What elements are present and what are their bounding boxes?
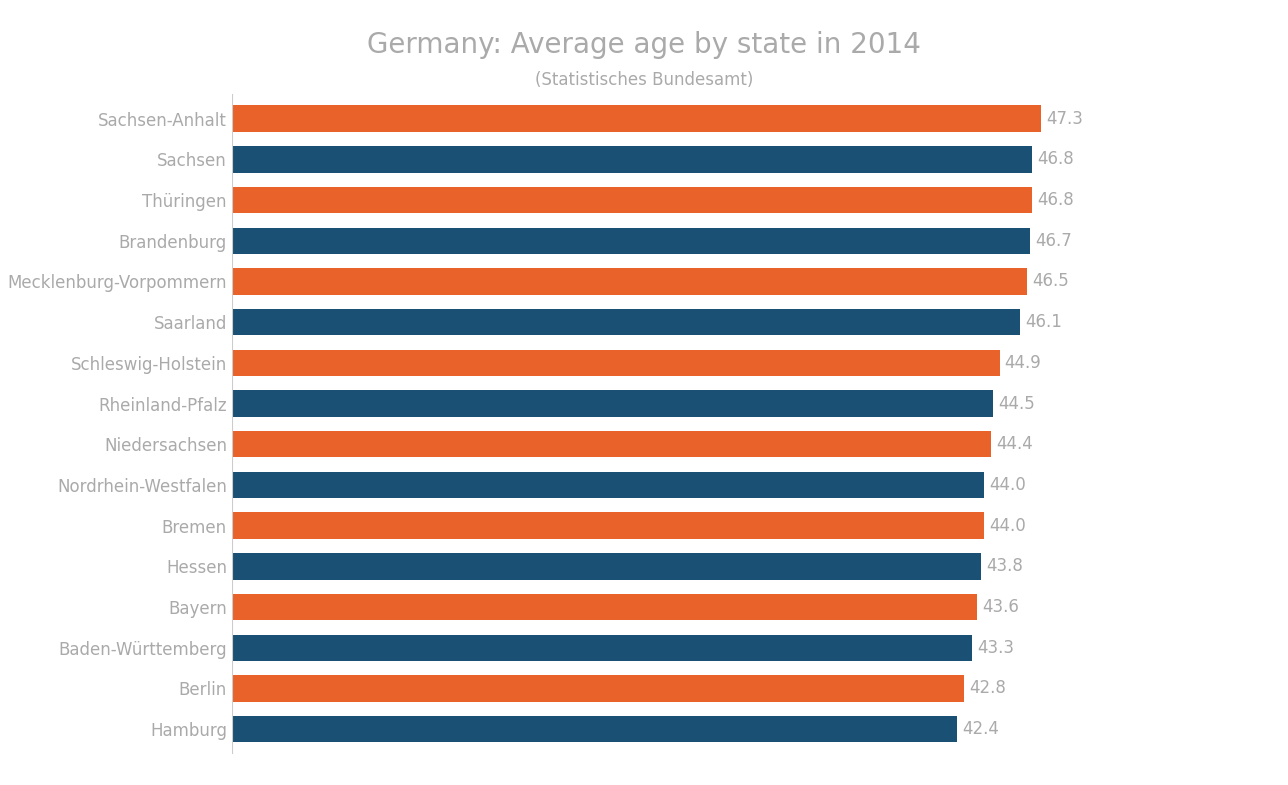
- Text: (Statistisches Bundesamt): (Statistisches Bundesamt): [535, 71, 753, 89]
- Text: 44.4: 44.4: [996, 435, 1033, 453]
- Bar: [232, 187, 1032, 214]
- Text: 43.3: 43.3: [978, 639, 1015, 657]
- Bar: [232, 675, 963, 702]
- Text: 44.9: 44.9: [1005, 354, 1042, 372]
- Bar: [232, 472, 984, 498]
- Text: 46.8: 46.8: [1037, 150, 1074, 168]
- Text: 43.6: 43.6: [983, 598, 1019, 616]
- Bar: [232, 593, 978, 620]
- Bar: [232, 553, 980, 579]
- Text: 43.8: 43.8: [985, 557, 1023, 575]
- Bar: [232, 228, 1030, 254]
- Text: 47.3: 47.3: [1046, 110, 1083, 128]
- Text: Germany: Average age by state in 2014: Germany: Average age by state in 2014: [367, 31, 921, 60]
- Text: 42.8: 42.8: [969, 680, 1006, 698]
- Bar: [232, 268, 1027, 294]
- Bar: [232, 309, 1020, 335]
- Text: 42.4: 42.4: [962, 720, 999, 738]
- Text: 46.1: 46.1: [1025, 313, 1063, 331]
- Bar: [232, 716, 957, 743]
- Text: 46.7: 46.7: [1036, 232, 1072, 250]
- Bar: [232, 513, 984, 539]
- Bar: [232, 349, 999, 376]
- Bar: [232, 390, 993, 417]
- Text: 44.0: 44.0: [989, 517, 1027, 535]
- Bar: [232, 146, 1032, 173]
- Bar: [232, 431, 990, 458]
- Text: 44.0: 44.0: [989, 476, 1027, 494]
- Bar: [232, 105, 1041, 132]
- Text: 44.5: 44.5: [998, 395, 1034, 413]
- Text: 46.8: 46.8: [1037, 191, 1074, 209]
- Bar: [232, 634, 972, 661]
- Text: 46.5: 46.5: [1032, 272, 1069, 290]
